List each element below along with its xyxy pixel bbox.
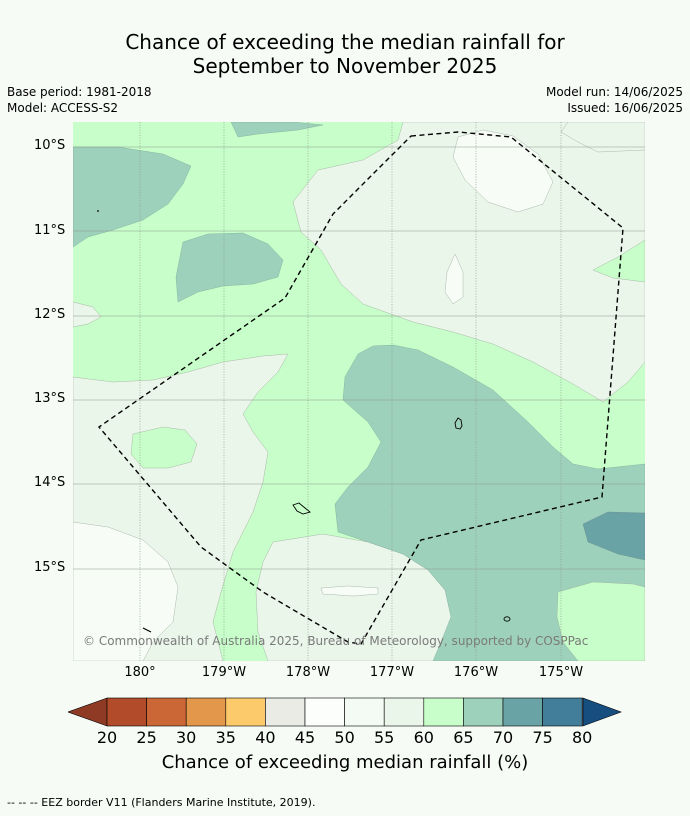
colorbar-bin	[344, 697, 385, 727]
title-line-1: Chance of exceeding the median rainfall …	[125, 30, 565, 54]
colorbar-bin	[383, 697, 425, 727]
island-uvea	[454, 417, 463, 430]
island-small-south	[503, 616, 511, 622]
region-50-55-oval	[444, 253, 464, 305]
region-65-70-east-central	[334, 344, 645, 661]
issued-date: Issued: 16/06/2025	[567, 101, 683, 115]
base-period: Base period: 1981-2018	[7, 85, 152, 99]
colorbar-bin	[542, 697, 583, 727]
colorbar-bin	[304, 697, 345, 727]
lat-label-12s: 12°S	[34, 307, 66, 322]
lat-label-10s: 10°S	[34, 138, 66, 153]
model-name: Model: ACCESS-S2	[7, 101, 119, 115]
colorbar-tick-label: 75	[532, 728, 553, 747]
colorbar-tick-label: 50	[334, 728, 355, 747]
island-dot	[97, 210, 99, 212]
region-50-55-south-strip	[320, 585, 379, 597]
region-60-65-east-patch	[592, 239, 645, 283]
colorbar-bin	[265, 697, 306, 727]
colorbar-tick-label: 70	[492, 728, 514, 747]
colorbar-bins	[106, 697, 583, 727]
region-70-75-east	[582, 511, 645, 561]
colorbar-tick-label: 35	[215, 728, 236, 747]
lon-label-175w: 175°W	[538, 665, 584, 680]
colorbar-bin	[225, 697, 266, 727]
colorbar-bin	[502, 697, 543, 727]
island-futuna	[292, 502, 311, 515]
lat-label-15s: 15°S	[34, 560, 66, 575]
lat-label-13s: 13°S	[34, 391, 66, 406]
model-run: Model run: 14/06/2025	[545, 85, 683, 99]
region-55-60-west-edge	[73, 301, 102, 328]
map-title: Chance of exceeding the median rainfall …	[0, 30, 690, 78]
region-65-70-island-blob	[175, 232, 284, 303]
region-60-65-west-blob	[130, 426, 198, 469]
colorbar-below-arrow	[68, 697, 108, 727]
eez-footnote: -- -- -- EEZ border V11 (Flanders Marine…	[7, 796, 316, 809]
region-50-55-southwest	[73, 521, 179, 661]
graticule	[73, 146, 645, 570]
colorbar-tick-label: 30	[176, 728, 197, 747]
title-line-2: September to November 2025	[192, 54, 498, 78]
lat-label-11s: 11°S	[34, 223, 66, 238]
copyright-text: © Commonwealth of Australia 2025, Bureau…	[83, 634, 588, 648]
lon-label-180: 180°	[124, 665, 156, 680]
rainfall-map: © Commonwealth of Australia 2025, Bureau…	[73, 122, 645, 661]
colorbar-tick-label: 40	[255, 728, 276, 747]
meta-right: Model run: 14/06/2025 Issued: 16/06/2025	[546, 84, 683, 116]
region-65-70-north-top	[230, 122, 324, 138]
colorbar-bin	[423, 697, 464, 727]
colorbar-bin	[463, 697, 504, 727]
colorbar-tick-label: 60	[413, 728, 434, 747]
eez-border	[97, 131, 624, 645]
meta-left: Base period: 1981-2018 Model: ACCESS-S2	[7, 84, 152, 116]
colorbar-bin	[185, 697, 227, 727]
lon-label-176w: 176°W	[453, 665, 499, 680]
region-60-65-southeast	[556, 581, 645, 661]
colorbar-title: Chance of exceeding median rainfall (%)	[161, 752, 529, 773]
lon-label-179w: 179°W	[201, 665, 247, 680]
lon-label-177w: 177°W	[369, 665, 415, 680]
colorbar-bin	[106, 697, 147, 727]
colorbar-tick-label: 80	[572, 728, 593, 747]
colorbar-tick-label: 45	[294, 728, 316, 747]
colorbar-above-arrow	[582, 697, 622, 727]
colorbar-tick-label: 25	[136, 728, 157, 747]
region-65-70-northwest	[73, 146, 192, 248]
region-55-60-northeast	[292, 122, 645, 403]
lon-label-178w: 178°W	[285, 665, 331, 680]
lat-label-14s: 14°S	[34, 475, 66, 490]
colorbar	[68, 697, 622, 727]
region-55-60-corner	[560, 122, 645, 153]
colorbar-bin	[146, 697, 187, 727]
colorbar-tick-label: 20	[96, 728, 118, 747]
colorbar-tick-label: 65	[453, 728, 474, 747]
colorbar-tick-label: 55	[374, 728, 395, 747]
eez-border-fragment	[142, 627, 152, 633]
